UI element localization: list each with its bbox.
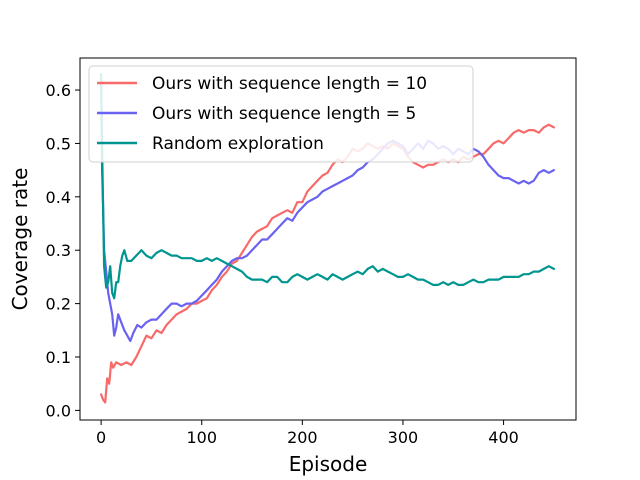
legend-label: Random exploration [152, 134, 324, 154]
series-line-1 [100, 123, 555, 404]
x-tick-label: 200 [287, 428, 318, 447]
legend-label: Ours with sequence length = 10 [152, 74, 427, 94]
x-axis-label: Episode [289, 452, 368, 476]
x-tick-label: 100 [186, 428, 217, 447]
y-tick-label: 0.5 [46, 134, 71, 153]
y-tick-label: 0.2 [46, 295, 71, 314]
axes-frame [79, 57, 577, 421]
y-tick-label: 0.4 [46, 188, 71, 207]
x-tick-label: 0 [96, 428, 106, 447]
y-axis-label: Coverage rate [8, 168, 32, 311]
y-tick-label: 0.6 [46, 81, 71, 100]
y-tick-label: 0.3 [46, 241, 71, 260]
x-tick-label: 400 [488, 428, 519, 447]
series-line-3 [100, 72, 555, 300]
x-axis-ticks: 0 100 200 300 400 [96, 420, 519, 447]
legend-label: Ours with sequence length = 5 [152, 104, 416, 124]
legend: Ours with sequence length = 10 Ours with … [88, 65, 474, 163]
y-tick-label: 0.0 [46, 401, 71, 420]
legend-box [88, 65, 474, 163]
y-axis-ticks: 0.0 0.1 0.2 0.3 0.4 0.5 0.6 [46, 81, 80, 420]
x-tick-label: 300 [388, 428, 419, 447]
y-tick-label: 0.1 [46, 348, 71, 367]
